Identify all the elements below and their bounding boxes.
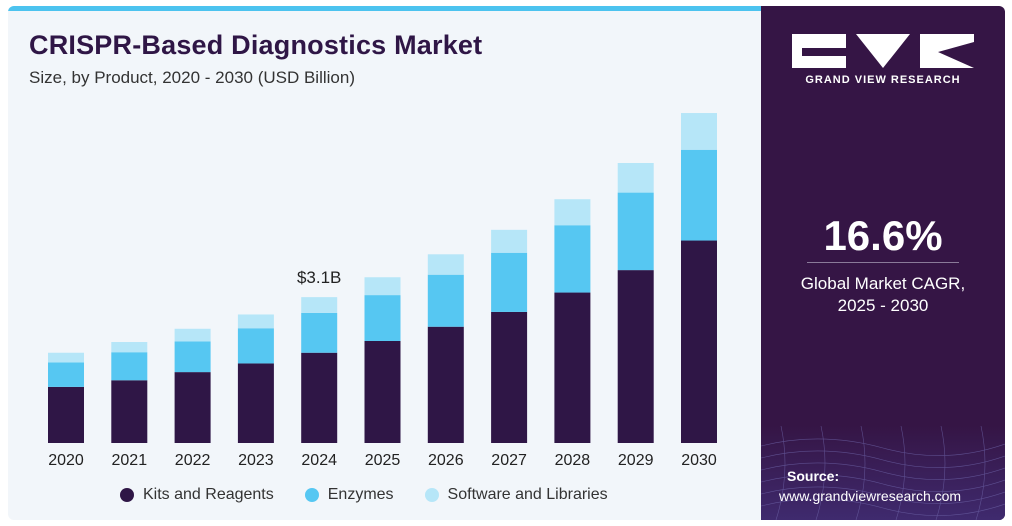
- cagr-value: 16.6%: [823, 212, 943, 259]
- x-tick-label-2020: 2020: [48, 452, 84, 469]
- source-label: Source:: [787, 468, 840, 484]
- bar-software-2025: [364, 277, 401, 296]
- bar-kits-2027: [491, 311, 528, 443]
- bar-enzymes-2022: [174, 341, 211, 373]
- legend-label-software: Software and Libraries: [447, 486, 608, 503]
- source-url[interactable]: www.grandviewresearch.com: [779, 488, 962, 504]
- bar-kits-2028: [554, 292, 591, 443]
- bar-enzymes-2029: [617, 192, 654, 271]
- bar-software-2024: [301, 297, 338, 313]
- bar-kits-2026: [427, 326, 464, 443]
- bar-enzymes-2030: [681, 149, 717, 241]
- x-tick-label-2029: 2029: [618, 452, 654, 469]
- bar-enzymes-2024: [301, 312, 338, 353]
- stacked-bar-chart: 2020 2021 2022 2023 2024 $3.1B 2025 2026 2027 202…: [48, 113, 717, 469]
- legend-label-enzymes: Enzymes: [327, 486, 394, 503]
- accent-bar: [8, 6, 761, 11]
- bar-kits-2023: [237, 363, 274, 443]
- grand-view-research-logo: [792, 34, 974, 68]
- bar-software-2023: [237, 314, 274, 329]
- legend-label-kits: Kits and Reagents: [143, 486, 274, 503]
- x-tick-label-2023: 2023: [238, 452, 274, 469]
- bar-software-2020: [48, 352, 84, 363]
- infographic-card: CRISPR-Based Diagnostics Market Size, by…: [8, 6, 1005, 520]
- cagr-divider: [807, 262, 959, 263]
- bar-enzymes-2028: [554, 225, 591, 293]
- bar-software-2022: [174, 328, 211, 342]
- chart-legend: Kits and Reagents Enzymes Software and L…: [120, 486, 639, 504]
- legend-item-software: Software and Libraries: [424, 486, 608, 504]
- legend-swatch-enzymes: [304, 488, 319, 502]
- legend-swatch-software: [424, 488, 439, 502]
- bar-enzymes-2021: [111, 352, 148, 381]
- bar-software-2027: [491, 229, 528, 253]
- x-tick-label-2027: 2027: [491, 452, 527, 469]
- cagr-label-line1: Global Market CAGR,: [800, 274, 966, 293]
- bar-software-2021: [111, 342, 148, 353]
- chart-subtitle: Size, by Product, 2020 - 2030 (USD Billi…: [29, 68, 355, 87]
- bar-kits-2029: [617, 270, 654, 443]
- bar-kits-2022: [174, 372, 211, 443]
- x-tick-label-2025: 2025: [365, 452, 401, 469]
- legend-item-kits: Kits and Reagents: [120, 486, 274, 504]
- bar-software-2030: [681, 113, 717, 150]
- chart-title: CRISPR-Based Diagnostics Market: [29, 30, 483, 60]
- x-tick-label-2021: 2021: [112, 452, 148, 469]
- x-tick-label-2030: 2030: [681, 452, 717, 469]
- x-tick-label-2022: 2022: [175, 452, 211, 469]
- wave-pattern: [761, 426, 1005, 520]
- bar-kits-2024: [301, 352, 338, 443]
- bar-kits-2030: [681, 240, 717, 443]
- bar-enzymes-2025: [364, 295, 401, 341]
- brand-name: GRAND VIEW RESEARCH: [805, 74, 961, 86]
- data-label-2024: $3.1B: [297, 268, 341, 287]
- legend-swatch-kits: [120, 488, 134, 502]
- cagr-label-line2: 2025 - 2030: [837, 296, 929, 315]
- bar-software-2029: [617, 163, 654, 193]
- cagr-label: Global Market CAGR, 2025 - 2030: [761, 273, 1005, 317]
- bar-enzymes-2020: [48, 362, 84, 387]
- bar-enzymes-2026: [427, 274, 464, 327]
- legend-item-enzymes: Enzymes: [304, 486, 394, 504]
- bar-kits-2020: [48, 386, 84, 443]
- bar-kits-2025: [364, 341, 401, 443]
- sidebar-panel: GRAND VIEW RESEARCH 16.6% Global Market …: [761, 6, 1005, 520]
- bar-software-2028: [554, 199, 591, 226]
- x-tick-label-2024: 2024: [301, 452, 337, 469]
- x-tick-label-2026: 2026: [428, 452, 464, 469]
- bar-enzymes-2023: [237, 328, 274, 364]
- bar-enzymes-2027: [491, 252, 528, 312]
- x-tick-label-2028: 2028: [555, 452, 591, 469]
- bar-software-2026: [427, 254, 464, 275]
- bar-kits-2021: [111, 380, 148, 443]
